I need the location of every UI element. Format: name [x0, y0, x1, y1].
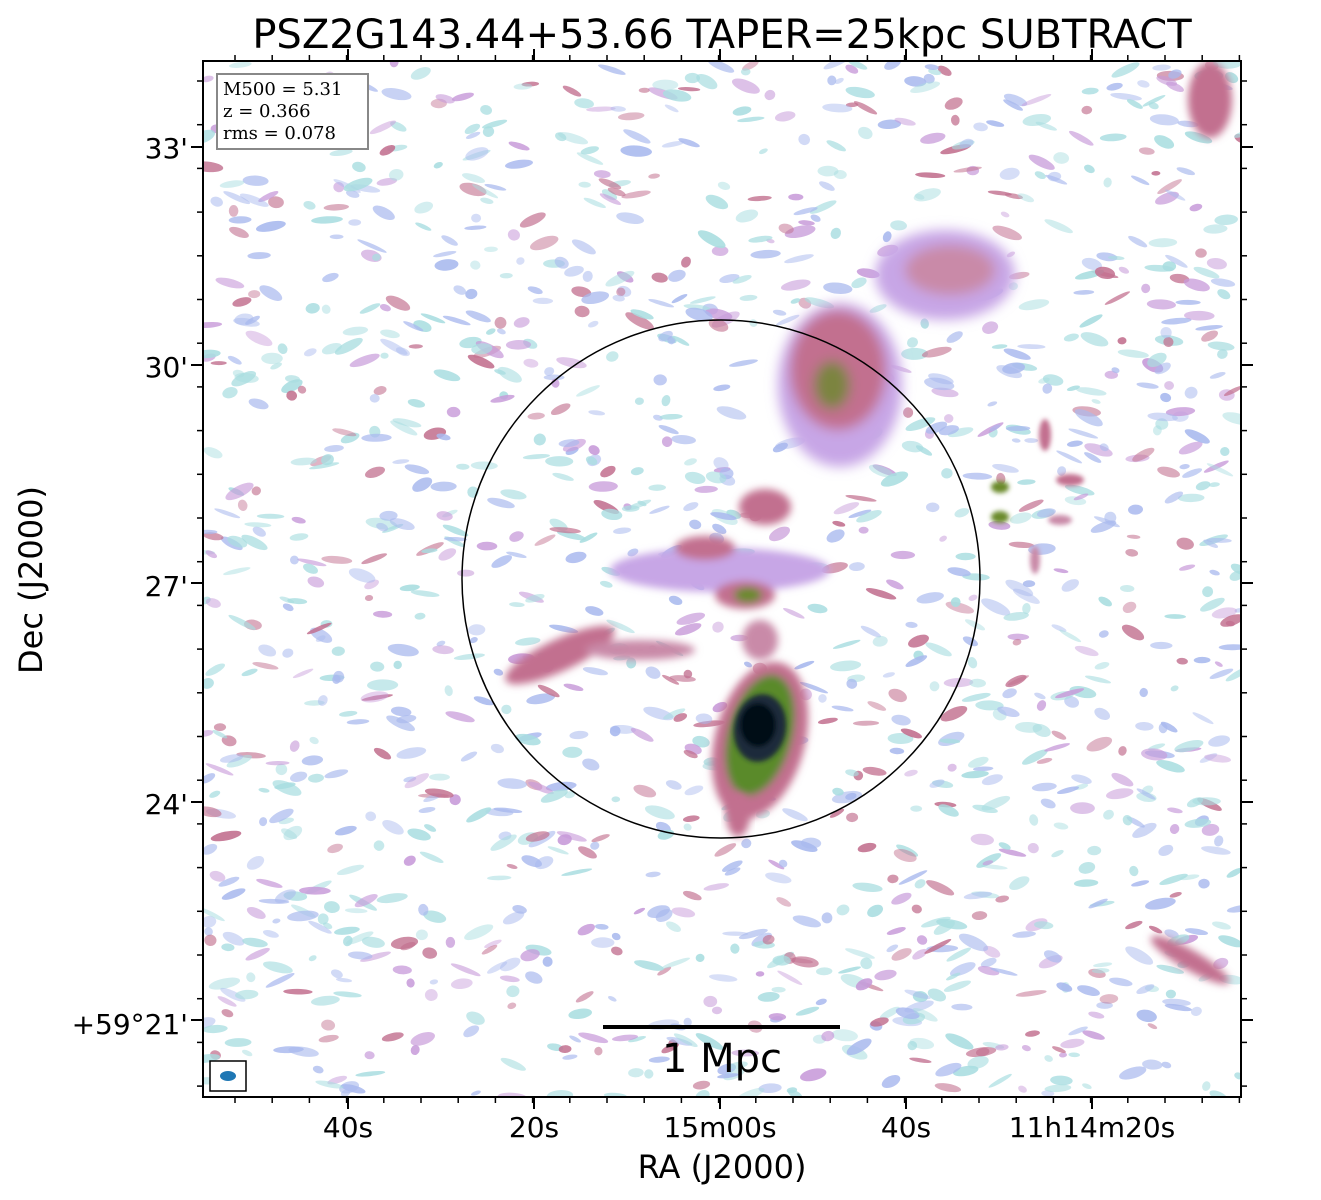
- subtraction-residual: [991, 419, 1084, 574]
- x-tick-label: 20s: [509, 1111, 559, 1144]
- beam-indicator: [209, 1060, 247, 1092]
- plot-title: PSZ2G143.44+53.66 TAPER=25kpc SUBTRACT: [252, 12, 1192, 58]
- noise-speckle: [203, 61, 1241, 1097]
- y-axis-title: Dec (J2000): [12, 486, 50, 674]
- info-rms: rms = 0.078: [223, 123, 336, 144]
- northeast-patch: [875, 230, 1015, 320]
- info-box: M500 = 5.31 z = 0.366 rms = 0.078: [216, 73, 369, 150]
- x-tick-label: 11h14m20s: [1009, 1111, 1176, 1144]
- plot-frame: [202, 60, 1242, 1098]
- y-tick-label: 24': [145, 788, 188, 821]
- r500-circle: [461, 319, 981, 839]
- axis-ticks: [191, 49, 1253, 1109]
- y-tick-label: 33': [145, 132, 188, 165]
- y-tick-label: +59°21': [72, 1008, 188, 1041]
- x-axis-title: RA (J2000): [638, 1148, 807, 1186]
- emission-features: [505, 62, 1232, 985]
- info-m500: M500 = 5.31: [223, 79, 342, 100]
- x-tick-label: 40s: [323, 1111, 373, 1144]
- x-tick-label: 40s: [881, 1111, 931, 1144]
- beam-ellipse: [220, 1071, 236, 1081]
- y-tick-labels: 33' 30' 27' 24' +59°21': [72, 132, 188, 1041]
- x-tick-labels: 40s 20s 15m00s 40s 11h14m20s: [323, 1111, 1175, 1144]
- radio-map: 1 Mpc M500 = 5.31 z = 0.366 rms = 0.078: [203, 61, 1241, 1097]
- central-band: [505, 489, 830, 685]
- corner-source: [1188, 62, 1232, 138]
- scale-bar-label: 1 Mpc: [662, 1036, 782, 1082]
- x-tick-label: 15m00s: [663, 1111, 776, 1144]
- north-blob: [778, 303, 902, 467]
- bright-source: [711, 661, 809, 837]
- info-redshift: z = 0.366: [223, 101, 311, 122]
- y-tick-label: 30': [145, 351, 188, 384]
- y-tick-label: 27': [145, 570, 188, 603]
- southeast-filament: [1150, 935, 1230, 985]
